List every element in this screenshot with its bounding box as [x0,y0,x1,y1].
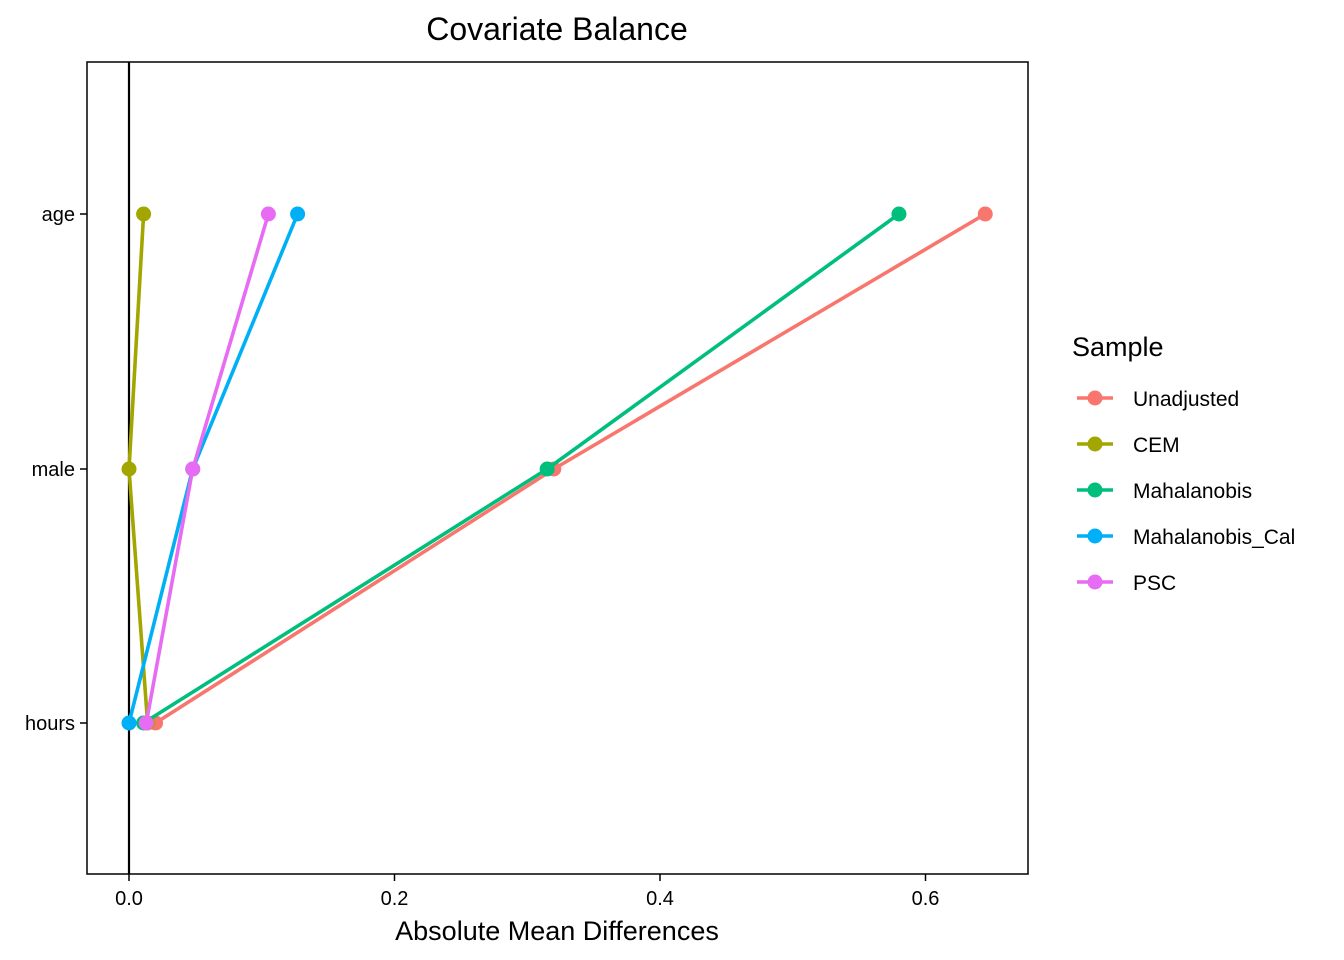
legend-key-point [1087,436,1103,452]
legend-item: Mahalanobis_Cal [1077,526,1295,549]
data-point [539,461,555,477]
legend-key-point [1087,390,1103,406]
legend-label: Mahalanobis_Cal [1133,526,1295,549]
legend: Sample Unadjusted CEM Mahalanobis Mahalanob… [1072,332,1295,595]
y-tick-label: hours [25,713,75,735]
legend-item: Mahalanobis [1077,480,1252,503]
series-psc [138,206,276,731]
data-point [136,206,152,222]
series-line [144,213,271,724]
data-point [290,206,306,222]
x-axis-title: Absolute Mean Differences [395,916,719,946]
x-tick-label: 0.0 [115,888,143,910]
legend-item: PSC [1077,572,1176,595]
data-point [138,715,154,731]
legend-key-point [1087,574,1103,590]
data-point [977,206,993,222]
data-point [891,206,907,222]
legend-label: Mahalanobis [1133,480,1252,503]
series-line [154,212,987,725]
legend-title: Sample [1072,332,1164,362]
data-point [121,715,137,731]
data-point [185,461,201,477]
chart-title: Covariate Balance [426,11,687,47]
series-unadjusted [148,206,993,731]
data-point [260,206,276,222]
legend-label: Unadjusted [1133,388,1239,411]
data-point [121,461,137,477]
y-tick-label: age [42,204,75,226]
legend-label: PSC [1133,572,1176,595]
series-line [142,212,901,725]
legend-item: CEM [1077,434,1180,457]
series-cem [121,206,156,731]
legend-key-point [1087,482,1103,498]
legend-label: CEM [1133,434,1180,457]
x-tick-label: 0.6 [912,888,940,910]
legend-key-point [1087,528,1103,544]
series-mahalanobis-cal [121,206,306,731]
plot-panel [86,61,1029,875]
x-tick-label: 0.2 [381,888,409,910]
y-tick-label: male [32,459,75,481]
series-mahalanobis [136,206,907,731]
x-tick-label: 0.4 [646,888,674,910]
legend-item: Unadjusted [1077,388,1239,411]
